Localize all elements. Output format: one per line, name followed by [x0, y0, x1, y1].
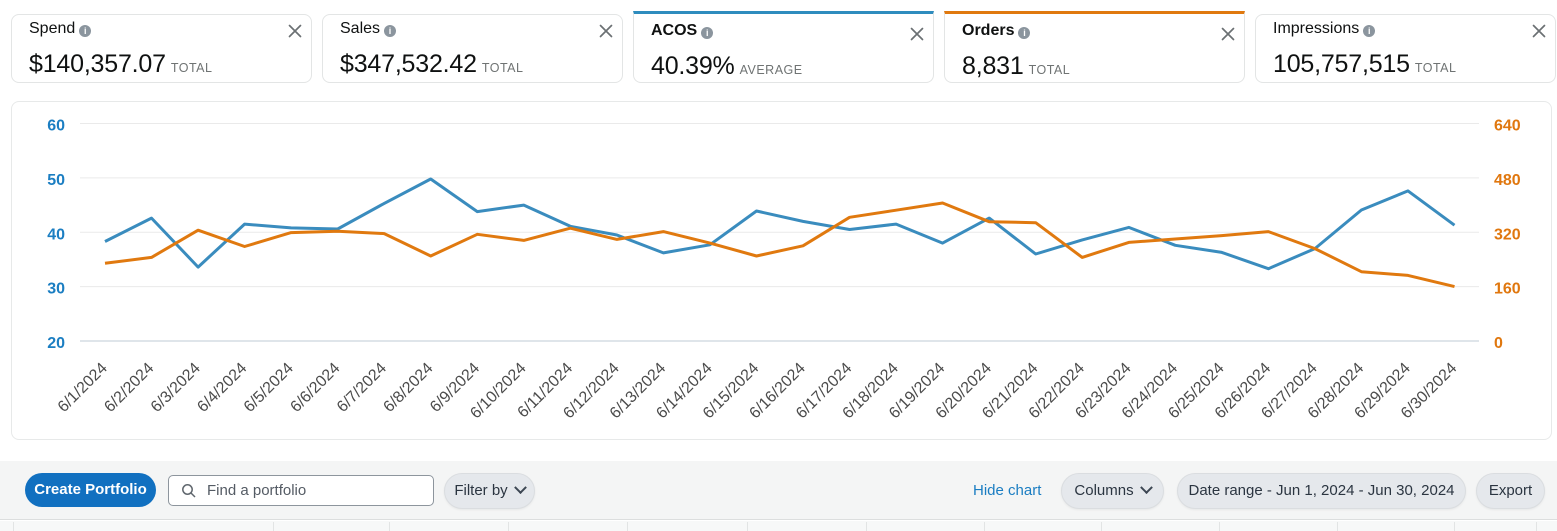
svg-text:6/1/2024: 6/1/2024 [55, 360, 111, 416]
svg-text:6/3/2024: 6/3/2024 [148, 360, 204, 416]
svg-text:6/2/2024: 6/2/2024 [101, 360, 157, 416]
svg-text:50: 50 [47, 172, 65, 189]
svg-text:20: 20 [47, 335, 65, 352]
svg-text:30: 30 [47, 281, 65, 298]
svg-text:6/8/2024: 6/8/2024 [380, 360, 436, 416]
svg-text:6/5/2024: 6/5/2024 [241, 360, 297, 416]
svg-text:320: 320 [1494, 226, 1521, 243]
svg-text:60: 60 [47, 118, 65, 135]
svg-text:6/6/2024: 6/6/2024 [287, 360, 343, 416]
svg-text:6/4/2024: 6/4/2024 [194, 360, 250, 416]
svg-text:40: 40 [47, 226, 65, 243]
svg-text:6/7/2024: 6/7/2024 [334, 360, 390, 416]
svg-text:160: 160 [1494, 281, 1521, 298]
svg-text:0: 0 [1494, 335, 1503, 352]
svg-text:480: 480 [1494, 172, 1521, 189]
svg-text:640: 640 [1494, 118, 1521, 135]
